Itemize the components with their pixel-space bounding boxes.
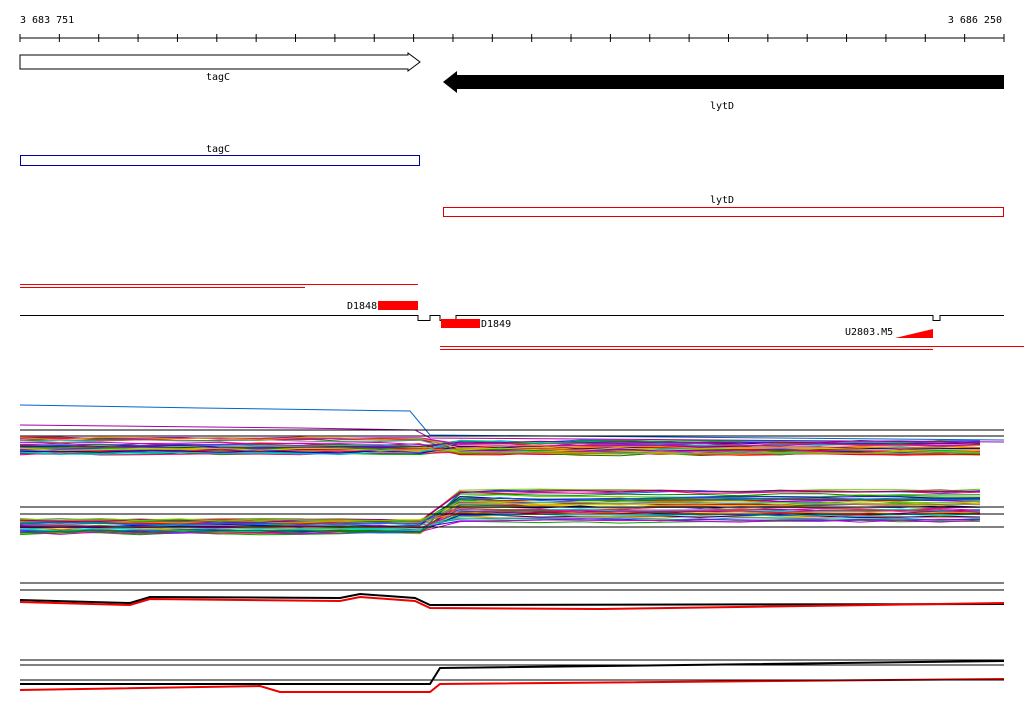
expression-line [19,404,1005,441]
expression-line [19,439,981,455]
transcript-box [20,155,420,166]
ruler-ticks [19,34,1005,42]
expression-line [19,519,981,535]
expression-line [19,493,981,534]
expression-line [19,449,981,456]
expression-tracks [19,404,1005,693]
expression-line [19,447,981,452]
feature-label: D1849 [481,319,511,330]
feature-box [378,301,418,310]
transcript-label: tagC [206,144,230,155]
ruler-end: 3 686 250 [948,15,1002,26]
expression-line [19,497,981,526]
expression-line [19,595,1005,611]
expression-line [19,678,1005,693]
ruler-start: 3 683 751 [20,15,74,26]
expression-line [20,444,981,455]
feature-label: U2803.M5 [845,327,893,338]
feature-box [441,319,480,328]
gene-arrow [19,52,421,72]
expression-line [19,436,981,449]
transcript-label: lytD [710,195,734,206]
expression-line [19,489,981,523]
expression-line [19,437,981,447]
expression-line [20,660,1005,685]
expression-line [19,500,981,522]
expression-line [19,439,981,449]
expression-line [19,592,1005,607]
feature-triangle [895,329,933,338]
gene-label: lytD [710,101,734,112]
feature-label: D1848 [347,301,377,312]
transcript-box [443,207,1004,217]
gene-label: tagC [206,72,230,83]
gene-arrow [443,71,1004,93]
